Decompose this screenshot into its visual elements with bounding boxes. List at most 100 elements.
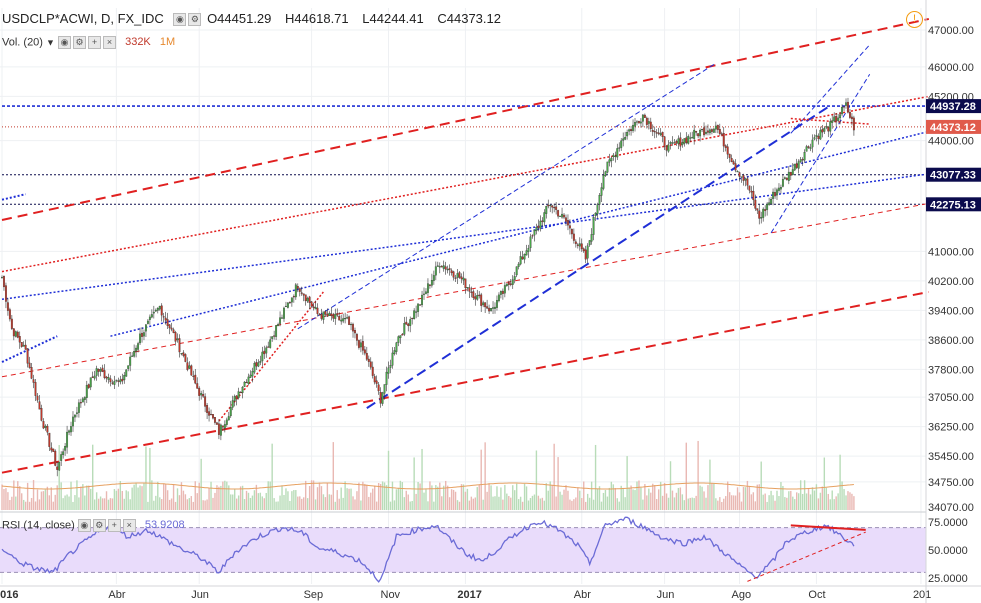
candle-body — [683, 138, 686, 144]
volume-bar — [853, 496, 855, 510]
volume-bar — [758, 484, 760, 510]
close-icon[interactable]: × — [103, 36, 117, 49]
candle-body — [225, 419, 228, 425]
eye-icon[interactable]: ◉ — [77, 519, 91, 532]
volume-bar — [78, 497, 80, 510]
candle-body — [839, 114, 842, 119]
gear-icon[interactable]: ⚙ — [92, 519, 106, 532]
volume-bar — [328, 494, 331, 510]
candle-body — [618, 147, 621, 149]
candle-body — [316, 307, 319, 314]
gear-icon[interactable]: ⚙ — [188, 13, 202, 27]
volume-bar — [835, 496, 837, 510]
volume-bar — [314, 499, 317, 510]
candle-body — [438, 266, 441, 268]
candle-body — [154, 310, 157, 312]
volume-bar — [72, 501, 74, 510]
add-icon[interactable]: + — [88, 36, 102, 49]
volume-bar — [97, 498, 100, 510]
candle-body — [417, 303, 420, 312]
candle-body — [819, 129, 822, 140]
volume-bar — [794, 499, 796, 510]
volume-bar — [502, 499, 504, 510]
volume-bar — [245, 490, 248, 510]
candle-body — [519, 256, 522, 265]
close-icon[interactable]: × — [122, 519, 136, 532]
volume-bar — [677, 487, 680, 510]
volume-bar — [178, 495, 181, 510]
volume-bar — [462, 484, 465, 510]
candle-body — [350, 323, 352, 326]
volume-bar — [604, 489, 607, 510]
x-tick-label: Jun — [657, 589, 675, 601]
volume-bar — [514, 490, 516, 510]
candle-body — [56, 466, 59, 470]
volume-bar — [616, 498, 618, 510]
symbol-label[interactable]: USDCLP*ACWI, D, FX_IDC — [2, 11, 164, 26]
volume-bar — [133, 484, 135, 510]
candle-body — [574, 241, 577, 244]
volume-bar — [332, 442, 334, 510]
volume-bar — [188, 498, 191, 510]
candle-body — [158, 306, 161, 310]
volume-bar — [492, 496, 494, 510]
candle-body — [249, 374, 252, 378]
candle-body — [835, 115, 838, 122]
candle-body — [474, 296, 477, 300]
candle-body — [452, 271, 455, 278]
volume-bar — [5, 488, 7, 510]
candle-body — [673, 142, 676, 144]
volume-bar — [435, 485, 437, 510]
volume-bar — [829, 499, 831, 510]
candle-body — [28, 362, 31, 368]
candle-body — [170, 327, 173, 330]
chevron-down-icon[interactable]: ▼ — [46, 37, 55, 48]
volume-bar — [379, 483, 382, 510]
volume-bar — [22, 499, 25, 510]
candle-body — [468, 287, 471, 292]
candle-body — [758, 210, 761, 219]
volume-label[interactable]: Vol. (20) — [2, 36, 43, 49]
candle-body — [320, 314, 323, 319]
candle-body — [363, 349, 366, 354]
candle-body — [494, 306, 496, 309]
volume-bar — [143, 482, 145, 510]
candle-body — [746, 178, 749, 186]
volume-bar — [399, 480, 402, 510]
eye-icon[interactable]: ◉ — [173, 13, 187, 27]
volume-bar — [797, 493, 800, 510]
volume-bar — [60, 482, 62, 510]
volume-bar — [585, 501, 587, 510]
candle-body — [401, 333, 404, 336]
candle-body — [492, 307, 494, 309]
candle-body — [659, 133, 662, 136]
gear-icon[interactable]: ⚙ — [73, 36, 87, 49]
blue-channel-thin — [770, 74, 871, 234]
candle-body — [817, 135, 820, 140]
candle-body — [505, 283, 508, 287]
candle-body — [675, 141, 678, 144]
eye-icon[interactable]: ◉ — [58, 36, 72, 49]
volume-bar — [409, 501, 411, 510]
candle-body — [182, 352, 185, 356]
rsi-label[interactable]: RSI (14, close) — [2, 519, 75, 532]
candle-body — [503, 285, 506, 294]
alert-icon[interactable]: ! — [906, 11, 923, 28]
add-icon[interactable]: + — [107, 519, 121, 532]
candle-body — [156, 308, 159, 311]
volume-bar — [103, 498, 106, 510]
volume-bar — [833, 499, 835, 510]
candle-body — [101, 367, 104, 372]
volume-bar — [131, 487, 133, 510]
volume-bar — [385, 485, 388, 510]
volume-bar — [301, 498, 303, 510]
candle-body — [813, 137, 816, 140]
volume-bar — [454, 491, 457, 510]
candle-body — [369, 361, 372, 368]
volume-bar — [74, 495, 76, 510]
volume-ma-line — [1, 482, 854, 490]
candle-body — [393, 350, 396, 355]
candle-body — [823, 127, 826, 132]
candle-body — [361, 341, 364, 351]
